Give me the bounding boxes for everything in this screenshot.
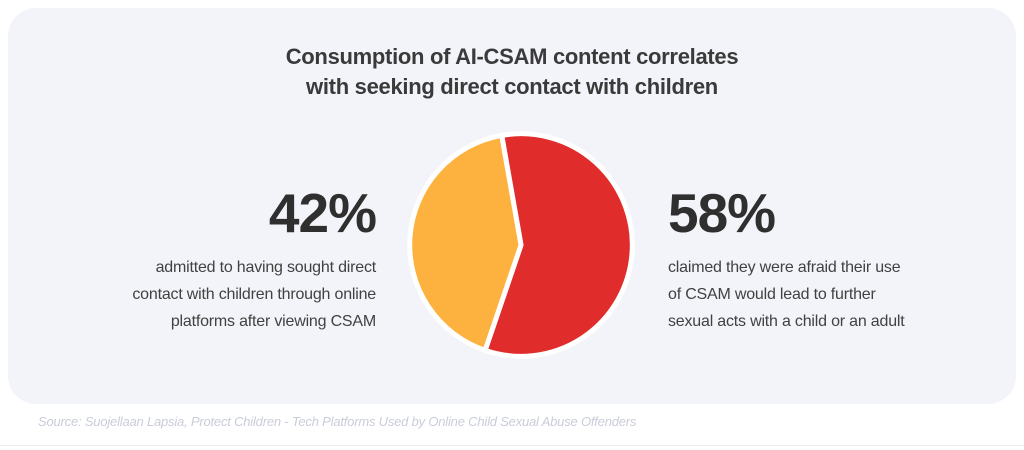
stat-58-value: 58%: [668, 182, 776, 244]
stat-block-42: 42% admitted to having sought direct con…: [106, 182, 377, 335]
pie-slice-42: [407, 132, 524, 353]
stat-block-58: 58% claimed they were afraid their use o…: [668, 186, 938, 335]
pie-chart: [403, 127, 639, 363]
pie-slice-58: [482, 131, 635, 359]
bottom-divider: [0, 445, 1024, 446]
chart-title: Consumption of AI-CSAM content correlate…: [285, 44, 739, 99]
infographic-card: Consumption of AI-CSAM content correlate…: [8, 8, 1016, 404]
source-attribution: Source: Suojellaan Lapsia, Protect Child…: [38, 414, 637, 429]
stat-42-description: admitted to having sought direct contact…: [132, 259, 376, 330]
stat-58-description: claimed they were afraid their use of CS…: [668, 259, 905, 330]
stat-42-value: 42%: [268, 182, 377, 244]
pie-chart-svg: [407, 131, 635, 359]
